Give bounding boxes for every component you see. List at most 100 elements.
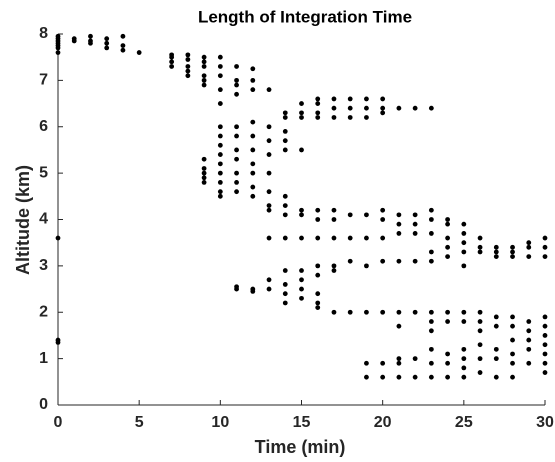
y-tick-label: 3 xyxy=(39,257,48,274)
point xyxy=(493,249,499,255)
point xyxy=(412,258,418,264)
point xyxy=(461,356,467,362)
point xyxy=(315,272,321,278)
point xyxy=(201,156,207,162)
point xyxy=(396,309,402,315)
point xyxy=(266,207,272,213)
point xyxy=(526,360,532,366)
point xyxy=(477,356,483,362)
point xyxy=(396,360,402,366)
point xyxy=(201,59,207,65)
point xyxy=(217,170,223,176)
point xyxy=(542,360,548,366)
point xyxy=(217,133,223,139)
point xyxy=(88,40,93,46)
point xyxy=(526,319,532,324)
point xyxy=(380,105,386,111)
point xyxy=(428,249,434,255)
point xyxy=(315,110,321,116)
point xyxy=(55,235,61,241)
x-tick-label: 30 xyxy=(536,414,554,431)
point xyxy=(493,323,499,329)
point xyxy=(331,309,337,315)
point xyxy=(510,254,515,259)
point xyxy=(266,189,272,195)
point xyxy=(104,40,110,46)
point xyxy=(104,36,110,42)
point xyxy=(428,231,434,236)
point xyxy=(315,291,321,297)
point xyxy=(477,235,483,241)
point xyxy=(217,189,223,195)
point xyxy=(136,50,142,55)
point xyxy=(477,244,483,250)
point xyxy=(510,351,515,357)
x-tick-label: 15 xyxy=(293,414,311,431)
point xyxy=(364,235,369,241)
point xyxy=(412,309,418,315)
point xyxy=(250,288,256,294)
point xyxy=(201,82,207,88)
point xyxy=(331,115,337,120)
point xyxy=(217,73,223,79)
point xyxy=(477,249,483,255)
point xyxy=(461,240,467,246)
point xyxy=(234,82,239,88)
point xyxy=(266,235,272,241)
point xyxy=(282,128,288,134)
point xyxy=(526,337,532,343)
point xyxy=(315,305,321,311)
point xyxy=(510,244,515,250)
point xyxy=(217,64,223,69)
point xyxy=(169,64,175,69)
point xyxy=(299,110,304,116)
point xyxy=(542,342,548,348)
point xyxy=(364,263,369,269)
x-tick-label: 5 xyxy=(135,414,144,431)
point xyxy=(250,170,256,176)
point xyxy=(201,166,207,171)
point xyxy=(510,337,515,343)
point xyxy=(282,212,288,218)
point xyxy=(315,96,321,102)
point xyxy=(461,319,467,324)
point xyxy=(396,356,402,362)
point xyxy=(331,263,337,269)
point xyxy=(380,258,386,264)
point xyxy=(282,203,288,208)
point xyxy=(299,101,304,106)
point xyxy=(201,175,207,181)
point xyxy=(396,231,402,236)
point xyxy=(282,300,288,306)
point xyxy=(282,291,288,297)
point xyxy=(526,244,532,250)
point xyxy=(428,258,434,264)
point xyxy=(282,110,288,116)
point xyxy=(364,115,369,120)
point xyxy=(331,217,337,222)
point xyxy=(234,133,239,139)
point xyxy=(477,342,483,348)
point xyxy=(445,221,450,227)
y-tick-label: 7 xyxy=(39,72,48,89)
point xyxy=(331,268,337,273)
point xyxy=(234,64,239,69)
point xyxy=(526,328,532,334)
point xyxy=(104,45,110,51)
point xyxy=(461,231,467,236)
point xyxy=(315,300,321,306)
point xyxy=(477,319,483,324)
point xyxy=(542,333,548,338)
point xyxy=(282,193,288,199)
point xyxy=(412,212,418,218)
point xyxy=(347,115,353,120)
point xyxy=(542,254,548,259)
point xyxy=(542,351,548,357)
point xyxy=(428,319,434,324)
point xyxy=(380,96,386,102)
point xyxy=(331,96,337,102)
point xyxy=(299,235,304,241)
point xyxy=(347,309,353,315)
point xyxy=(282,235,288,241)
